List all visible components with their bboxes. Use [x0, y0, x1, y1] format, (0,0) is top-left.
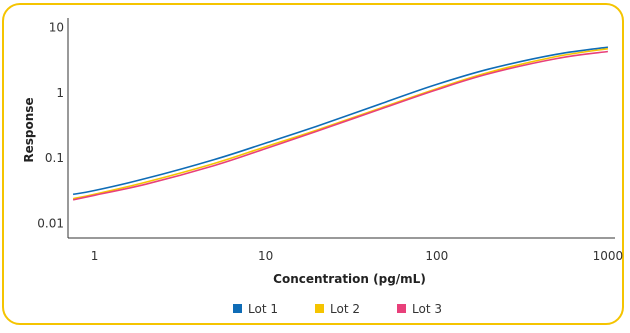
series-line-lot-3	[72, 50, 609, 201]
legend-label: Lot 2	[330, 302, 360, 316]
legend-swatch	[397, 304, 406, 313]
x-tick-label: 10	[258, 249, 273, 263]
legend-label: Lot 1	[248, 302, 278, 316]
legend-item-lot-3: Lot 3	[397, 302, 442, 316]
legend-label: Lot 3	[412, 302, 442, 316]
y-axis-title: Response	[22, 97, 36, 162]
series-line-lot-2	[72, 47, 609, 200]
y-tick-label: 0.01	[37, 217, 64, 231]
legend-swatch	[233, 304, 242, 313]
x-tick-label: 1	[91, 249, 99, 263]
y-tick-label: 10	[49, 21, 64, 35]
series-lines	[72, 46, 609, 201]
legend: Lot 1 Lot 2 Lot 3	[233, 302, 442, 316]
x-axis-title: Concentration (pg/mL)	[273, 272, 426, 286]
chart-frame	[2, 3, 624, 325]
y-tick-labels: 0.01 0.1 1 10	[37, 21, 64, 231]
legend-item-lot-2: Lot 2	[315, 302, 360, 316]
legend-item-lot-1: Lot 1	[233, 302, 278, 316]
axes	[67, 18, 615, 239]
x-tick-labels: 1 10 100 1000	[91, 249, 624, 263]
x-tick-label: 100	[425, 249, 448, 263]
series-line-lot-1	[72, 46, 609, 196]
y-tick-label: 0.1	[45, 151, 64, 165]
y-tick-label: 1	[56, 86, 64, 100]
x-tick-label: 1000	[593, 249, 624, 263]
legend-swatch	[315, 304, 324, 313]
